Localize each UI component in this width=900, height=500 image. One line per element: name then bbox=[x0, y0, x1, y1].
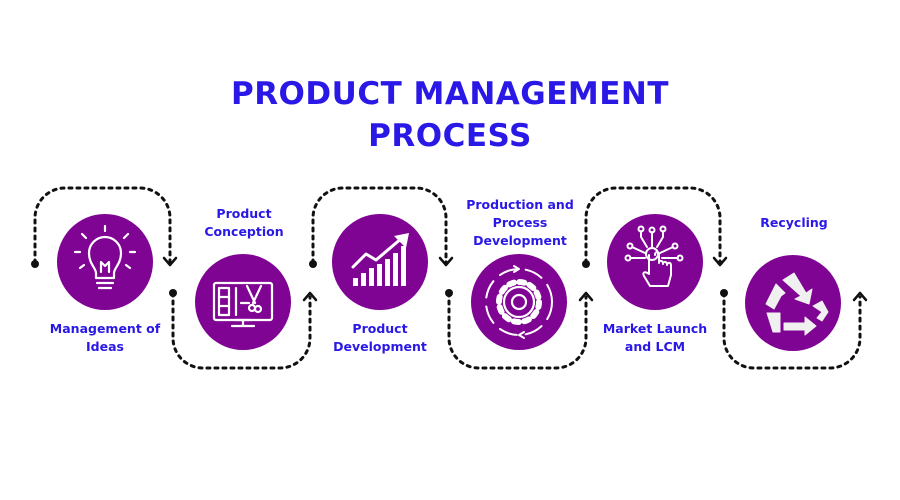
step-label-6: Recycling bbox=[724, 214, 864, 232]
connector-dot-1 bbox=[31, 260, 39, 268]
connector-arc-6 bbox=[722, 291, 862, 370]
touch-circuit-icon bbox=[624, 225, 684, 287]
step-label-2-line-2: Conception bbox=[204, 224, 284, 239]
connector-dot-6 bbox=[720, 289, 728, 297]
step-node-2 bbox=[195, 254, 291, 350]
connector-dot-4 bbox=[445, 289, 453, 297]
connector-paths bbox=[33, 186, 862, 370]
step-node-4 bbox=[471, 254, 567, 350]
step-node-5 bbox=[607, 214, 703, 310]
arrow-down-icon bbox=[438, 256, 454, 267]
step-node-6 bbox=[745, 255, 841, 351]
arrow-up-icon bbox=[852, 291, 868, 302]
connector-arc-1 bbox=[33, 186, 172, 265]
step-node-1 bbox=[57, 214, 153, 310]
connector-arrowheads bbox=[162, 256, 868, 302]
arrow-up-icon bbox=[302, 291, 318, 302]
step-label-2-line-1: Product bbox=[216, 206, 272, 221]
step-label-4-line-3: Development bbox=[473, 233, 567, 248]
step-label-1-line-2: Ideas bbox=[86, 339, 124, 354]
arrow-down-icon bbox=[712, 256, 728, 267]
title-line-1: PRODUCT MANAGEMENT bbox=[230, 75, 670, 112]
step-label-5-line-2: and LCM bbox=[624, 339, 686, 354]
page-title: PRODUCT MANAGEMENT PROCESS bbox=[0, 73, 900, 157]
step-circle-3 bbox=[332, 214, 428, 310]
gear-cycle-icon bbox=[485, 265, 553, 339]
step-label-3-line-1: Product bbox=[352, 321, 408, 336]
step-label-1: Management of Ideas bbox=[35, 320, 175, 356]
step-label-6-line-1: Recycling bbox=[760, 215, 828, 230]
step-circle-1 bbox=[57, 214, 153, 310]
connector-arc-2 bbox=[171, 291, 312, 370]
connector-dot-3 bbox=[309, 260, 317, 268]
step-label-3: Product Development bbox=[310, 320, 450, 356]
step-label-1-line-1: Management of bbox=[49, 321, 161, 336]
connector-arc-4 bbox=[447, 291, 588, 370]
step-circle-5 bbox=[607, 214, 703, 310]
connector-endpoints bbox=[31, 260, 728, 297]
step-label-4-line-2: Process bbox=[492, 215, 548, 230]
title-line-2: PROCESS bbox=[368, 117, 532, 154]
step-circle-4 bbox=[471, 254, 567, 350]
arrow-up-icon bbox=[578, 291, 594, 302]
connector-dot-5 bbox=[582, 260, 590, 268]
connector-dot-2 bbox=[169, 289, 177, 297]
step-label-3-line-2: Development bbox=[333, 339, 427, 354]
growth-chart-icon bbox=[351, 233, 409, 286]
recycle-icon bbox=[765, 272, 829, 336]
step-label-5-line-1: Market Launch bbox=[602, 321, 708, 336]
connector-arc-5 bbox=[584, 186, 722, 265]
step-label-5: Market Launch and LCM bbox=[585, 320, 725, 356]
step-label-4-line-1: Production and bbox=[466, 197, 574, 212]
step-node-3 bbox=[332, 214, 428, 310]
arrow-down-icon bbox=[162, 256, 178, 267]
step-label-4: Production and Process Development bbox=[450, 196, 590, 250]
connector-arc-3 bbox=[311, 186, 448, 265]
design-monitor-icon bbox=[212, 281, 274, 328]
lightbulb-icon bbox=[73, 224, 137, 290]
step-label-2: Product Conception bbox=[174, 205, 314, 241]
step-circle-6 bbox=[745, 255, 841, 351]
